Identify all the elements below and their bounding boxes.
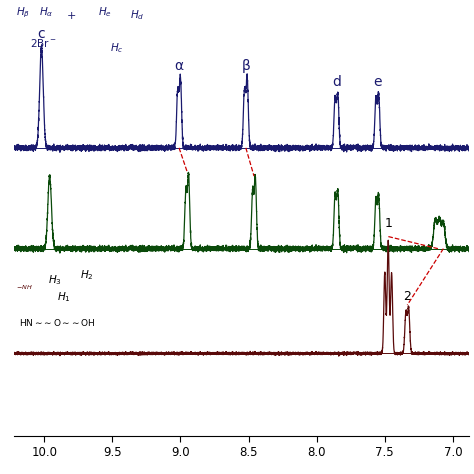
Text: $H_3$: $H_3$ (48, 273, 62, 287)
Text: HN$\sim\!\sim$O$\sim\!\sim$OH: HN$\sim\!\sim$O$\sim\!\sim$OH (19, 317, 96, 328)
Text: 2Br$^-$: 2Br$^-$ (30, 37, 57, 49)
Text: $H_2$: $H_2$ (80, 268, 94, 283)
Text: β: β (241, 59, 250, 73)
Text: +: + (66, 11, 76, 21)
Text: $H_1$: $H_1$ (57, 290, 71, 304)
Text: $H_c$: $H_c$ (110, 41, 123, 55)
Text: e: e (373, 75, 382, 90)
Text: $H_e$: $H_e$ (99, 5, 112, 19)
Text: $H_\alpha$: $H_\alpha$ (39, 5, 54, 19)
Text: α: α (174, 59, 183, 73)
Text: $^{-NH}$: $^{-NH}$ (17, 284, 33, 293)
Text: c: c (37, 27, 46, 41)
Text: d: d (332, 75, 341, 90)
Text: $H_\beta$: $H_\beta$ (17, 5, 31, 19)
Text: 2: 2 (403, 290, 411, 303)
Text: $H_d$: $H_d$ (130, 8, 145, 22)
Text: 1: 1 (384, 218, 392, 230)
